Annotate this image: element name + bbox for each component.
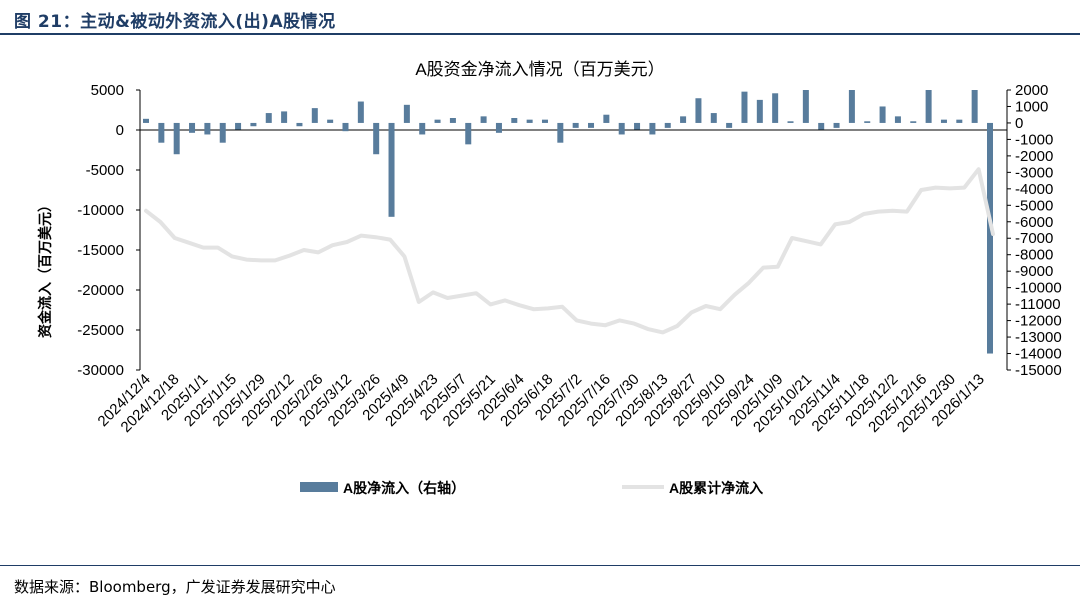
y-axis-label: 资金流入（百万美元） [37,198,53,338]
bar [388,122,395,217]
bar [710,113,717,123]
right-tick-label: -4000 [1015,181,1053,198]
bar [910,121,917,123]
bar [143,118,149,123]
bar [158,122,165,143]
footer-rule [0,565,1080,566]
bar [250,122,257,127]
left-tick-label: -20000 [77,282,124,299]
right-tick-label: 1000 [1015,98,1048,115]
left-tick-label: -15000 [77,242,124,259]
bar [833,122,840,128]
bar [235,122,242,130]
bar [787,121,794,123]
bar [971,90,978,123]
left-tick-label: -10000 [77,202,124,219]
source-note: 数据来源：Bloomberg，广发证券发展研究中心 [14,578,336,596]
bar [557,122,564,143]
right-tick-label: 0 [1015,115,1023,132]
left-tick-label: 0 [116,122,124,139]
bar [265,113,272,123]
bar [189,122,196,133]
bar [311,108,318,123]
left-tick-label: 5000 [91,82,124,99]
bar [588,122,595,128]
bar [940,119,947,123]
right-tick-label: -7000 [1015,230,1053,247]
line-group [144,167,995,335]
bar [649,122,656,135]
bar [296,122,303,127]
x-labels-group: 2024/12/42024/12/182025/1/12025/1/152025… [95,371,988,436]
bar [772,93,779,123]
right-tick-label: -1000 [1015,131,1053,148]
bar [480,116,487,123]
right-tick-label: -3000 [1015,164,1053,181]
bar [281,111,288,123]
right-tick-label: -12000 [1015,313,1062,330]
chart-title: A股资金净流入情况（百万美元） [415,60,664,79]
bar [848,90,855,123]
right-tick-label: -10000 [1015,280,1062,297]
bar [956,119,963,123]
bar [204,122,211,135]
right-tick-label: -14000 [1015,346,1062,363]
bar [342,122,349,132]
bar [526,119,533,123]
bar [219,122,226,143]
bar [894,116,901,123]
right-tick-label: -13000 [1015,329,1062,346]
right-tick-label: -11000 [1015,296,1061,313]
right-tick-label: -6000 [1015,214,1053,231]
bar [173,122,180,155]
bar [419,122,426,135]
bar [680,116,687,123]
bar [373,122,380,155]
bar [603,114,610,123]
bar [449,118,456,123]
bar [403,104,410,123]
bar [756,99,763,123]
bar [465,122,472,145]
legend: A股净流入（右轴） A股累计净流入 [300,480,763,496]
bar [511,118,518,123]
right-tick-label: -9000 [1015,263,1053,280]
bar [818,122,825,130]
bar [741,91,748,123]
right-tick-label: -2000 [1015,148,1053,165]
bar [879,106,886,123]
bar [618,122,625,135]
bar [726,122,733,128]
right-tick-label: -5000 [1015,197,1053,214]
axes-group [139,90,1008,370]
cumulative-line [144,167,995,335]
right-tick-label: -8000 [1015,247,1053,264]
bar [664,122,671,128]
legend-bar-swatch [300,482,338,492]
left-tick-label: -30000 [77,362,124,379]
left-tick-label: -25000 [77,322,124,339]
bar [802,90,809,123]
bar [572,122,579,128]
ticks-group: 50000-5000-10000-15000-20000-25000-30000… [77,82,1061,379]
bar [327,119,334,123]
bar [541,119,548,123]
bar [434,119,441,123]
right-tick-label: -15000 [1015,362,1062,379]
bars-group [143,90,993,354]
right-tick-label: 2000 [1015,82,1048,99]
bar [634,122,641,130]
bar [357,101,364,123]
figure-title: 图 21：主动&被动外资流入(出)A股情况 [14,12,336,32]
bar [695,98,702,123]
legend-line-label: A股累计净流入 [669,480,763,496]
bar [864,121,871,123]
bar [987,122,993,354]
bar [495,122,502,133]
header-rule [0,33,1080,35]
bar [925,90,932,123]
legend-bar-label: A股净流入（右轴） [343,480,465,496]
left-tick-label: -5000 [86,162,124,179]
